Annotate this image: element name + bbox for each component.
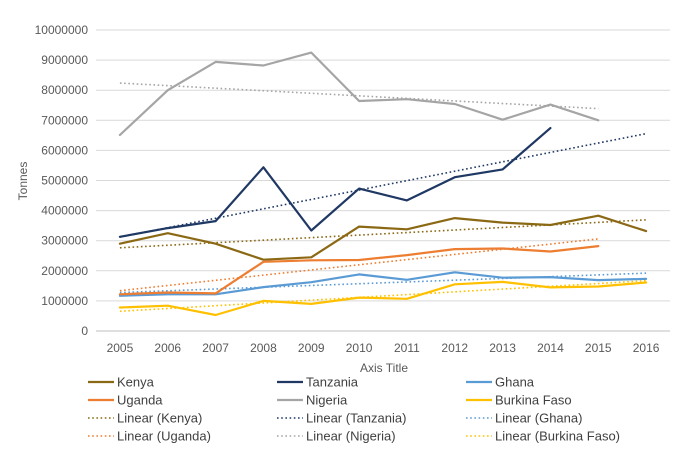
- legend-label: Ghana: [495, 375, 535, 390]
- x-tick-label: 2005: [107, 341, 134, 355]
- series-line-nigeria: [118, 51, 600, 137]
- x-tick-label: 2006: [154, 341, 181, 355]
- y-tick-label: 7000000: [41, 113, 88, 127]
- trendline-uganda: [119, 238, 599, 292]
- series-line-tanzania: [118, 127, 552, 238]
- y-tick-label: 1000000: [41, 294, 88, 308]
- y-tick-label: 2000000: [41, 264, 88, 278]
- trendlines: [119, 82, 647, 313]
- legend-label: Kenya: [117, 375, 155, 390]
- x-axis-title: Axis Title: [360, 361, 408, 375]
- legend-item: Kenya: [88, 375, 155, 390]
- legend-item: Linear (Uganda): [88, 429, 211, 444]
- legend-item: Linear (Ghana): [466, 411, 582, 426]
- legend-label: Tanzania: [306, 375, 359, 390]
- legend-label: Burkina Faso: [495, 393, 572, 408]
- y-tick-label: 6000000: [41, 143, 88, 157]
- legend-label: Linear (Tanzania): [306, 411, 406, 426]
- x-tick-label: 2016: [633, 341, 660, 355]
- legend-item: Burkina Faso: [466, 393, 572, 408]
- x-tick-label: 2012: [441, 341, 468, 355]
- y-tick-label: 3000000: [41, 234, 88, 248]
- legend-label: Uganda: [117, 393, 163, 408]
- legend-item: Linear (Tanzania): [277, 411, 406, 426]
- trendline-nigeria: [119, 82, 599, 110]
- series-lines: [118, 51, 648, 317]
- x-tick-label: 2007: [202, 341, 229, 355]
- x-tick-labels: 2005 2006 2007 2008 2009 2010 2011 2012 2013 2014…: [107, 341, 660, 355]
- legend-label: Linear (Ghana): [495, 411, 582, 426]
- y-tick-label: 9000000: [41, 53, 88, 67]
- legend-item: Uganda: [88, 393, 163, 408]
- trendline-tanzania: [119, 132, 647, 238]
- x-tick-label: 2013: [489, 341, 516, 355]
- y-tick-labels: 0 1000000 2000000 3000000 4000000 5000000 6000…: [35, 23, 89, 338]
- x-tick-label: 2010: [346, 341, 373, 355]
- gridlines: [96, 29, 670, 332]
- y-axis-title: Tonnes: [16, 162, 30, 201]
- x-tick-label: 2009: [298, 341, 325, 355]
- legend-item: Linear (Kenya): [88, 411, 202, 426]
- y-tick-label: 4000000: [41, 204, 88, 218]
- trendline-burkina-faso: [119, 279, 647, 313]
- legend-label: Linear (Nigeria): [306, 429, 396, 444]
- y-tick-label: 8000000: [41, 83, 88, 97]
- legend-item: Linear (Nigeria): [277, 429, 396, 444]
- y-tick-label: 0: [81, 324, 88, 338]
- x-tick-label: 2014: [537, 341, 564, 355]
- x-tick-label: 2008: [250, 341, 277, 355]
- legend-item: Ghana: [466, 375, 535, 390]
- x-tick-label: 2011: [394, 341, 420, 355]
- x-tick-label: 2015: [585, 341, 612, 355]
- legend-label: Linear (Burkina Faso): [495, 429, 620, 444]
- legend-label: Linear (Kenya): [117, 411, 202, 426]
- y-tick-label: 10000000: [35, 23, 89, 37]
- legend: Kenya Tanzania Ghana Uganda Nigeria Burkina F…: [88, 375, 620, 444]
- legend-label: Nigeria: [306, 393, 348, 408]
- series-line-uganda: [118, 245, 600, 296]
- legend-item: Tanzania: [277, 375, 359, 390]
- series-line-kenya: [118, 214, 648, 261]
- y-tick-label: 5000000: [41, 174, 88, 188]
- legend-item: Nigeria: [277, 393, 348, 408]
- legend-label: Linear (Uganda): [117, 429, 211, 444]
- legend-item: Linear (Burkina Faso): [466, 429, 620, 444]
- series-line-burkina-faso: [118, 280, 648, 317]
